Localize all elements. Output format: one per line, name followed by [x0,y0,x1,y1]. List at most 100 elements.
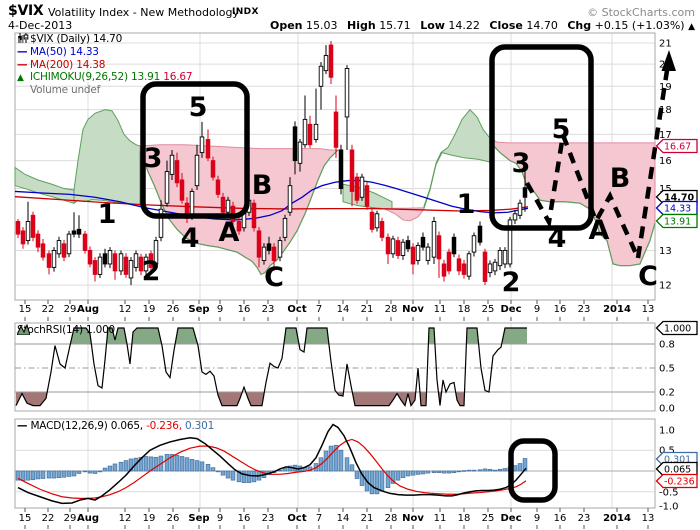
candle-body [354,176,360,201]
stoch-axis-label: 0.8 [659,340,675,351]
wave-annotation: 3 [512,148,531,179]
macd-histogram-bar [61,470,67,478]
candle-body [425,246,431,261]
stoch-oversold-fill [217,392,243,406]
candle-body [517,202,523,216]
candle-body [71,230,77,235]
x-axis-label: 25 [482,304,495,315]
price-tag-label: 14.70 [664,193,694,204]
macd-histogram-bar [328,445,334,472]
stoch-overbought-fill [175,328,198,344]
price-tag [655,461,698,477]
candle-body [292,126,298,162]
projection-arrow-line [635,63,671,259]
candle-body [344,68,350,118]
stoch-oversold-fill [455,392,465,406]
x-axis-label: 16 [238,304,251,315]
stoch-overbought-fill [428,328,435,344]
wave-annotation: 5 [189,92,208,123]
candle-body [133,253,139,268]
x-axis-label: 22 [42,513,55,524]
candle-body [502,249,508,265]
candle-body [46,253,52,268]
macd-histogram-bar [87,470,93,474]
x-axis-label: Aug [77,304,99,315]
candle-body [205,139,211,159]
x-axis-label: 16 [554,304,567,315]
candle-body [507,219,513,265]
macd-histogram-bar [385,470,391,488]
candle-body [148,253,154,268]
candle-body [256,230,262,258]
highlight-rect [508,438,558,503]
x-axis-label: 11 [434,304,447,315]
candle-body [282,217,288,238]
macd-histogram-bar [246,470,252,483]
x-axis-label: 15 [19,513,32,524]
wave-annotation: C [264,262,284,293]
candle-body [461,263,467,275]
candle-body [431,221,437,258]
candle-body [138,256,144,272]
candle-body [364,185,370,207]
candle-body [56,240,62,255]
macd-histogram-bar [25,470,31,481]
quote-row: 4-Dec-2013 Open 15.03 High 15.71 Low 14.… [0,18,700,33]
wave-annotation: 2 [142,256,161,287]
candle-body [333,111,339,148]
candle-body [410,246,416,265]
macd-histogram-bar [415,470,421,475]
stoch-oversold-fill [352,392,416,406]
candle-body [359,176,365,198]
panel-border [14,418,656,509]
stoch-overbought-fill [501,328,527,344]
macd-histogram-bar [517,463,523,472]
candle-body [225,199,231,213]
candle-body [374,213,380,229]
candle-body [97,256,103,275]
price-tag-label: 0.301 [664,455,691,466]
candle-body [251,202,257,229]
x-axis-label: 16 [238,513,251,524]
legend-row-symbol: $VIX (Daily) 14.70 [17,33,192,46]
chart-title: Volatility Index - New Methodology [48,6,239,19]
wave-annotation: 2 [502,267,521,298]
macd-histogram-bar [338,449,344,472]
symbol-label: $VIX [8,3,44,19]
macd-histogram-bar [179,456,185,472]
chart-date: 4-Dec-2013 [8,19,73,32]
x-axis-label: 9 [217,513,223,524]
legend-row-ichimoku: ▲ ICHIMOKU(9,26,52) 13.91 16.67 [17,71,193,84]
candle-body [199,136,205,154]
candle-body [456,258,462,272]
macd-axis-label: 0.5 [659,446,675,457]
stoch-line [15,327,527,408]
legend-ichimoku-text: ICHIMOKU(9,26,52) 13.91 [30,71,161,84]
macd-histogram-bar [395,470,401,481]
macd-histogram-bar [210,467,216,472]
ma50-line [14,179,529,221]
candle-body [492,261,498,272]
stoch-axis-label: 0.0 [659,404,675,415]
candle-body [328,44,334,78]
x-axis-label: 7 [316,513,322,524]
header-row: $VIX Volatility Index - New Methodology … [0,3,700,19]
x-axis-label: 28 [385,513,398,524]
wave-annotation: 3 [144,143,163,174]
macd-histogram-bar [379,470,385,492]
macd-histogram-bar [230,470,236,481]
macd-legend: — MACD(12,26,9) 0.065, -0.236, 0.301 [17,420,214,432]
line-icon: — [17,58,28,71]
macd-axis-label: 1.0 [659,426,675,437]
candle-body [112,253,118,272]
stoch-oversold-fill [16,392,48,406]
stoch-axis-label: 0.5 [659,364,675,375]
candle-body [441,263,447,277]
wave-annotation: 5 [552,114,571,145]
macd-histogram-bar [354,470,360,479]
x-axis-label: 19 [143,304,156,315]
macd-histogram-bar [169,454,175,472]
wave-annotation: C [638,261,658,292]
stoch-overbought-fill [305,328,329,344]
macd-histogram-bar [497,468,503,472]
